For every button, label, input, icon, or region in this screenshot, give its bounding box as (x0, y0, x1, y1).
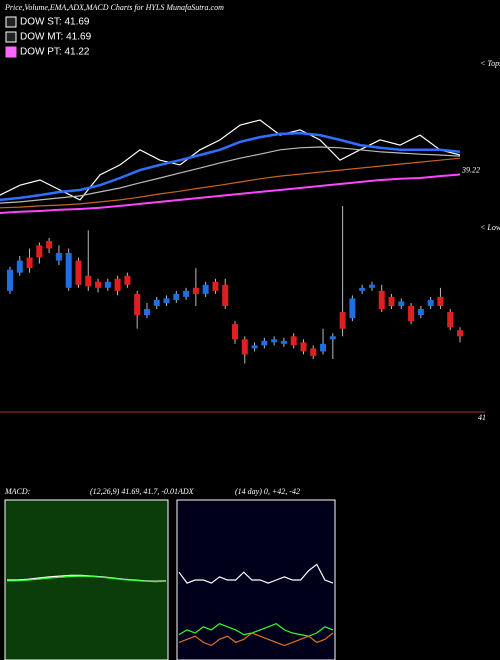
candle-body (290, 336, 297, 346)
candle-body (368, 284, 375, 288)
candle-body (251, 345, 258, 349)
candle-body (173, 293, 180, 300)
candle-body (95, 281, 102, 288)
candle-body (349, 298, 356, 319)
series-line (0, 173, 461, 214)
candle-body (124, 275, 131, 285)
candle-body (457, 330, 463, 337)
candle-body (241, 339, 248, 355)
series-line (0, 146, 461, 204)
candle-body (26, 257, 33, 269)
candle-body (202, 284, 209, 294)
series-line (7, 575, 167, 583)
chart-title: ADX (177, 487, 195, 496)
series-line (178, 563, 334, 584)
candle-body (212, 281, 219, 291)
candle-body (427, 299, 434, 306)
legend-label: DOW MT: 41.69 (20, 32, 92, 43)
candle-body (134, 293, 141, 316)
chart-title: Price,Volume,EMA,ADX,MACD Charts for HYL… (4, 3, 224, 12)
legend-swatch (5, 16, 17, 28)
candle-body (16, 260, 23, 273)
candle-body (447, 312, 454, 328)
candle-body (359, 287, 366, 291)
chart-title: MACD: (4, 487, 31, 496)
candle-body (192, 287, 199, 294)
legend-label: DOW ST: 41.69 (20, 17, 90, 28)
candle-body (408, 306, 415, 322)
legend-swatch (5, 46, 17, 58)
candle-body (388, 296, 395, 306)
candle-body (398, 301, 405, 306)
annotation: < Tops (480, 59, 500, 68)
candle-body (310, 348, 317, 356)
series-line (0, 119, 461, 201)
candle-body (46, 240, 53, 249)
candle-body (437, 296, 444, 306)
chart-subtitle: (12,26,9) 41.69, 41.7, -0.01 (90, 487, 178, 496)
series-line (178, 623, 334, 637)
candle-body (65, 253, 72, 288)
candle-body (378, 290, 385, 310)
candle-body (222, 284, 229, 306)
candle-body (261, 340, 268, 346)
last-value-label: 39.22 (461, 165, 480, 174)
candle-body (114, 278, 121, 291)
candle-body (163, 298, 170, 303)
candle-body (280, 340, 287, 344)
candle-body (183, 290, 190, 297)
reference-label: 41 (478, 413, 486, 422)
legend-swatch (5, 31, 17, 43)
candle-body (75, 260, 82, 285)
annotation: < Lows (480, 223, 500, 232)
candle-body (320, 343, 327, 352)
candle-body (7, 269, 13, 291)
candle-body (153, 299, 160, 306)
candle-body (232, 324, 238, 340)
candle-body (339, 312, 346, 329)
candle-body (329, 336, 336, 340)
series-line (0, 157, 461, 209)
series-line (0, 131, 461, 202)
candle-body (271, 339, 278, 343)
chart-subtitle: (14 day) 0, +42, -42 (235, 487, 300, 496)
candle-body (55, 253, 62, 261)
candle-body (417, 309, 424, 316)
legend-label: DOW PT: 41.22 (20, 47, 90, 58)
candle-body (36, 245, 43, 258)
series-line (178, 632, 334, 647)
candle-body (300, 342, 307, 352)
candle-body (143, 309, 150, 316)
candle-body (85, 275, 92, 287)
candle-body (104, 281, 111, 288)
